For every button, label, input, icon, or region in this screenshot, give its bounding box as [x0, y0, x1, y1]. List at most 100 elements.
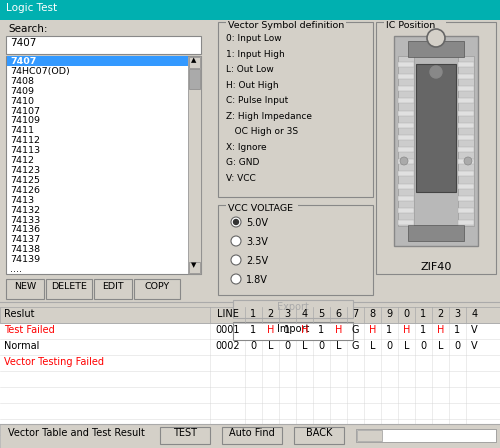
Text: 74133: 74133 — [10, 215, 40, 224]
Text: 74113: 74113 — [10, 146, 40, 155]
Bar — [398, 62, 414, 67]
Text: 7412: 7412 — [10, 156, 34, 165]
Text: NEW: NEW — [14, 282, 36, 291]
Bar — [6, 56, 201, 274]
Text: EDIT: EDIT — [102, 282, 124, 291]
Bar — [218, 22, 373, 197]
Bar — [398, 74, 414, 79]
Text: L: Out Low: L: Out Low — [226, 65, 274, 74]
Text: 5.0V: 5.0V — [246, 218, 268, 228]
Text: 1: 1 — [386, 325, 392, 335]
Text: 4: 4 — [302, 309, 308, 319]
Text: Export: Export — [277, 302, 309, 312]
Text: 6: 6 — [336, 309, 342, 319]
Text: 1.8V: 1.8V — [246, 275, 268, 285]
Text: 7407: 7407 — [10, 38, 36, 48]
Bar — [222, 427, 282, 444]
Bar — [398, 208, 414, 213]
Text: 3: 3 — [454, 309, 460, 319]
Text: V: V — [471, 325, 478, 335]
Bar — [356, 429, 496, 442]
Text: ▲: ▲ — [192, 57, 196, 63]
Bar — [416, 64, 456, 192]
Text: VCC VOLTAGE: VCC VOLTAGE — [228, 204, 293, 213]
Circle shape — [231, 236, 241, 246]
Bar — [458, 86, 474, 91]
Text: Z: High Impedance: Z: High Impedance — [226, 112, 312, 121]
Bar — [160, 427, 210, 444]
Bar — [7, 56, 188, 66]
Text: H: H — [369, 325, 376, 335]
Bar — [0, 355, 500, 371]
Circle shape — [234, 220, 238, 224]
Text: COPY: COPY — [144, 282, 170, 291]
Text: 0: Input Low: 0: Input Low — [226, 34, 281, 43]
Text: 3.3V: 3.3V — [246, 237, 268, 247]
Text: 1: 1 — [420, 325, 426, 335]
Circle shape — [427, 29, 445, 47]
Bar — [226, 204, 298, 213]
Bar — [0, 307, 500, 323]
Bar — [6, 36, 201, 54]
Circle shape — [464, 157, 472, 165]
Bar — [226, 21, 346, 30]
Text: TEST: TEST — [173, 428, 197, 438]
Text: 74125: 74125 — [10, 176, 40, 185]
Bar — [0, 307, 500, 448]
Text: 74112: 74112 — [10, 136, 40, 145]
Bar — [458, 135, 474, 140]
Text: L: L — [336, 341, 341, 351]
Text: V: V — [471, 341, 478, 351]
Text: 74139: 74139 — [10, 255, 40, 264]
Text: H: H — [267, 325, 274, 335]
Text: 1: 1 — [284, 325, 290, 335]
Bar — [94, 279, 132, 299]
Bar — [458, 62, 474, 67]
Bar — [233, 322, 353, 340]
Bar — [398, 159, 414, 164]
Bar — [6, 279, 44, 299]
Bar — [408, 41, 464, 57]
Text: IC Position: IC Position — [386, 21, 435, 30]
Bar — [458, 74, 474, 79]
Text: 9: 9 — [386, 309, 392, 319]
Text: Reslut: Reslut — [4, 309, 34, 319]
Bar — [458, 159, 474, 164]
Text: OC High or 3S: OC High or 3S — [226, 127, 298, 136]
Text: 0: 0 — [284, 341, 290, 351]
Bar — [458, 172, 474, 177]
Circle shape — [231, 274, 241, 284]
Bar — [398, 147, 414, 152]
Bar — [398, 196, 414, 201]
Text: 74123: 74123 — [10, 166, 40, 175]
Text: 1: Input High: 1: Input High — [226, 49, 285, 59]
Bar — [0, 339, 500, 355]
Bar — [458, 147, 474, 152]
Bar — [458, 184, 474, 189]
Text: 0002: 0002 — [215, 341, 240, 351]
Text: 74107: 74107 — [10, 107, 40, 116]
Bar — [233, 300, 353, 318]
Bar — [394, 36, 478, 246]
Text: L: L — [302, 341, 307, 351]
Text: 1: 1 — [250, 325, 256, 335]
Text: 0: 0 — [318, 341, 324, 351]
Bar — [384, 21, 446, 30]
Text: 1: 1 — [318, 325, 324, 335]
Bar — [0, 371, 500, 387]
Text: 7409: 7409 — [10, 87, 34, 96]
Bar — [398, 135, 414, 140]
Circle shape — [231, 217, 241, 227]
Text: 8: 8 — [370, 309, 376, 319]
Text: X: Ignore: X: Ignore — [226, 142, 266, 151]
Text: LINE: LINE — [216, 309, 238, 319]
Text: 0: 0 — [420, 341, 426, 351]
Text: H: Out High: H: Out High — [226, 81, 278, 90]
Text: 74HC07(OD): 74HC07(OD) — [10, 67, 70, 76]
Bar — [218, 205, 373, 295]
Text: 7413: 7413 — [10, 196, 34, 205]
Text: C: Pulse Input: C: Pulse Input — [226, 96, 288, 105]
Text: Vector Testing Failed: Vector Testing Failed — [4, 357, 104, 367]
Text: 2.5V: 2.5V — [246, 256, 268, 266]
Text: 74132: 74132 — [10, 206, 40, 215]
